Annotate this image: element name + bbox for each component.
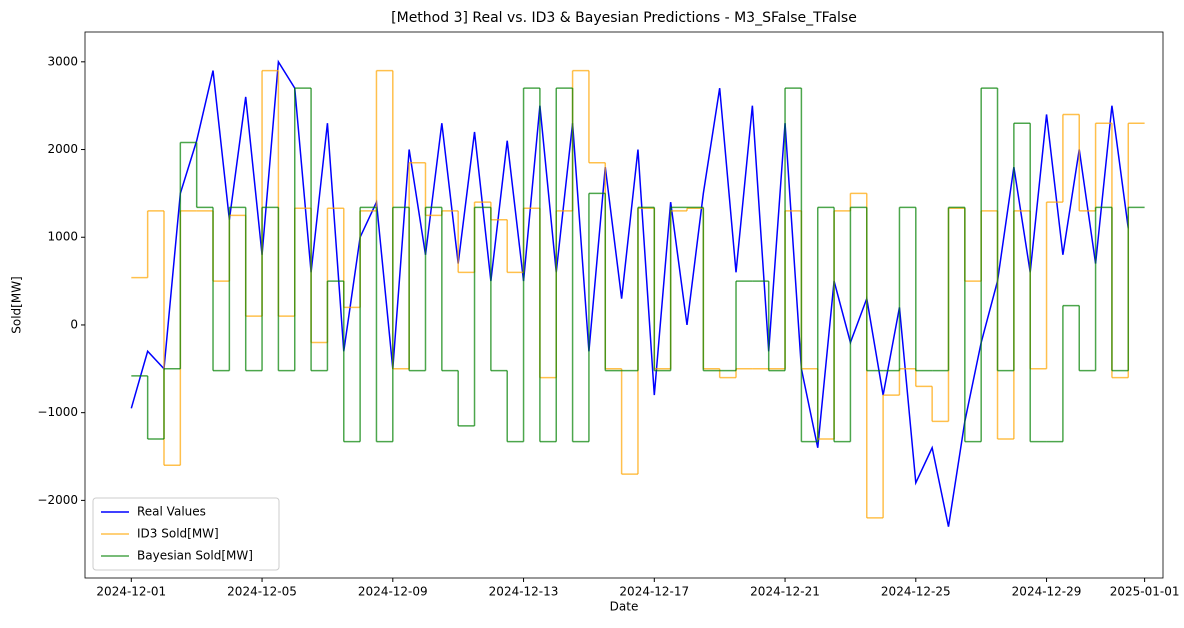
y-axis-label: Sold[MW] [10, 276, 24, 334]
x-tick-label: 2024-12-13 [489, 585, 559, 599]
y-tick-label: 3000 [47, 54, 78, 68]
plot-frame [84, 31, 1164, 579]
chart-title: [Method 3] Real vs. ID3 & Bayesian Predi… [391, 10, 857, 26]
legend-label: ID3 Sold[MW] [137, 527, 219, 541]
legend-label: Bayesian Sold[MW] [137, 549, 253, 563]
legend-box [92, 497, 280, 571]
x-tick-label: 2024-12-29 [1012, 585, 1082, 599]
y-tick-label: −1000 [37, 405, 78, 419]
x-axis-label: Date [610, 600, 639, 614]
y-tick-label: −2000 [37, 493, 78, 507]
x-tick-label: 2024-12-01 [96, 585, 166, 599]
x-tick-label: 2024-12-05 [227, 585, 297, 599]
x-tick-label: 2024-12-17 [619, 585, 689, 599]
legend-label: Real Values [137, 505, 206, 519]
x-tick-label: 2025-01-01 [1110, 585, 1180, 599]
x-tick-label: 2024-12-21 [750, 585, 820, 599]
plot-area [130, 59, 1145, 527]
x-tick-label: 2024-12-25 [881, 585, 951, 599]
x-tick-label: 2024-12-09 [358, 585, 428, 599]
y-tick-label: 1000 [47, 230, 78, 244]
y-tick-label: 0 [70, 317, 78, 331]
series-line [130, 59, 1130, 527]
y-tick-label: 2000 [47, 142, 78, 156]
